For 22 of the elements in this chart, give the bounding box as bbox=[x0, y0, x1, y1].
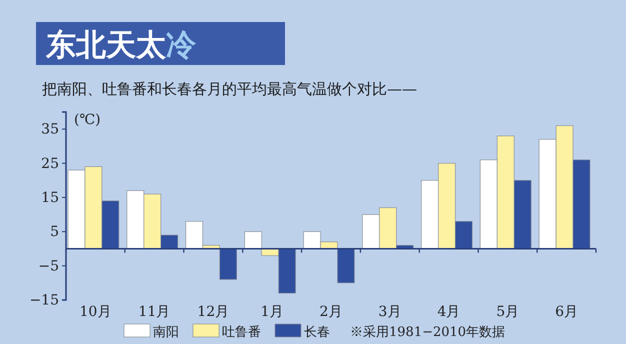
x-tick-label: 10月 bbox=[80, 304, 112, 320]
text: ※采用1981−2010年数据 bbox=[350, 325, 506, 340]
y-tick-label: 15 bbox=[41, 190, 59, 206]
x-tick-label: 6月 bbox=[555, 304, 578, 320]
x-tick-label: 3月 bbox=[378, 304, 402, 320]
x-tick-label: 2月 bbox=[320, 304, 342, 320]
y-tick-label: −15 bbox=[29, 292, 59, 308]
chart-subtitle: 把南阳、吐鲁番和长春各月的平均最高气温做个对比—— bbox=[42, 80, 417, 98]
y-tick-label: 25 bbox=[41, 156, 59, 172]
legend-label: 吐鲁番 bbox=[222, 325, 261, 340]
chart-title: 东北天太冷 bbox=[45, 28, 197, 63]
x-tick-label: 1月 bbox=[260, 304, 284, 320]
x-tick-label: 5月 bbox=[496, 304, 520, 320]
x-tick-label: 12月 bbox=[197, 304, 230, 320]
legend-label: 南阳 bbox=[153, 325, 179, 340]
legend-label: 长春 bbox=[304, 325, 330, 340]
y-tick-label: −5 bbox=[38, 258, 59, 274]
y-tick-label: 5 bbox=[50, 224, 59, 240]
x-tick-label: 11月 bbox=[138, 304, 170, 320]
x-tick-label: 4月 bbox=[437, 304, 460, 320]
y-axis-title: (℃) bbox=[74, 112, 101, 128]
y-tick-label: 35 bbox=[41, 122, 59, 138]
